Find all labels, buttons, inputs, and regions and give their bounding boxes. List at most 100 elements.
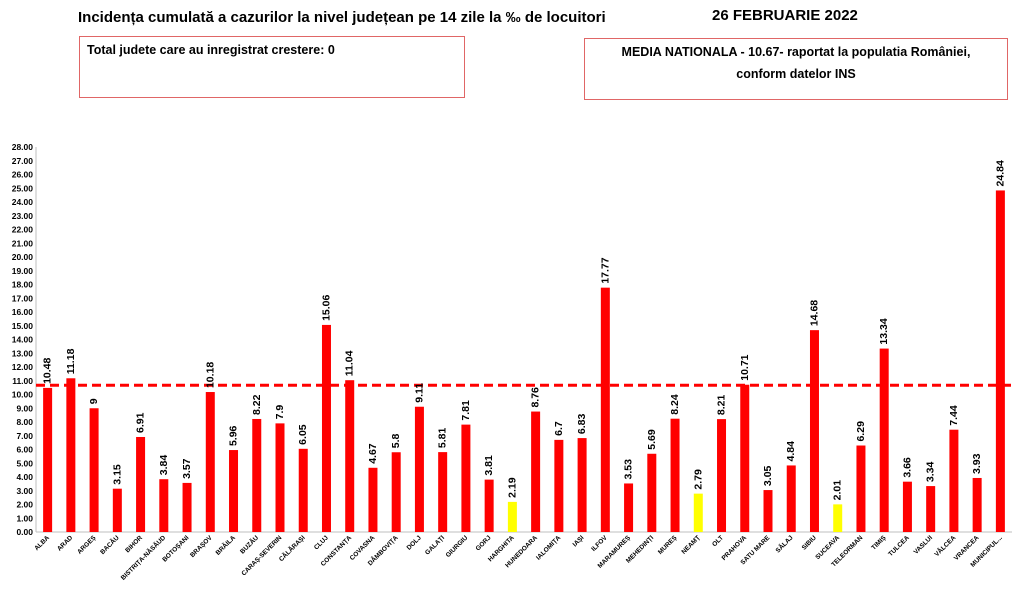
bar-value-label: 10.71 [739, 354, 751, 380]
bar-value-label: 15.06 [320, 294, 332, 320]
bar-value-label: 4.67 [367, 443, 379, 464]
bar-value-label: 8.21 [716, 395, 728, 416]
x-tick-label: GORJ [475, 534, 493, 552]
bar-value-label: 6.91 [135, 412, 147, 433]
x-tick-label: CLUJ [313, 534, 330, 551]
bar-value-label: 4.84 [785, 441, 797, 462]
y-tick-label: 10.00 [12, 390, 34, 400]
bar [670, 418, 680, 532]
y-tick-label: 11.00 [12, 376, 33, 386]
bars [43, 190, 1005, 532]
bar [740, 384, 750, 532]
bar [229, 450, 239, 532]
bar-value-label: 11.04 [344, 350, 356, 376]
bar [252, 418, 262, 532]
x-tick-label: IALOMIȚA [535, 534, 562, 561]
x-tick-label: BRĂILA [213, 533, 237, 557]
x-tick-label: TIMIȘ [870, 534, 888, 552]
x-tick-label: OLT [711, 534, 725, 548]
bar-value-label: 6.29 [855, 421, 867, 442]
bar-value-label: 7.81 [460, 400, 472, 421]
bar-value-label: 3.53 [623, 459, 635, 480]
y-tick-label: 5.00 [16, 458, 33, 468]
x-tick-label: CARAȘ-SEVERIN [240, 534, 283, 577]
bar [391, 452, 401, 532]
x-tick-label: ALBA [33, 534, 51, 552]
x-tick-label: BIHOR [124, 534, 144, 554]
y-tick-label: 22.00 [12, 225, 34, 235]
bar-value-label: 7.44 [948, 405, 960, 426]
report-date: 26 FEBRUARIE 2022 [712, 7, 858, 24]
y-tick-label: 23.00 [12, 211, 34, 221]
bar [531, 411, 541, 532]
bar-value-label: 5.69 [646, 429, 658, 450]
y-tick-label: 18.00 [12, 280, 34, 290]
bar [507, 501, 517, 532]
y-tick-label: 21.00 [12, 238, 34, 248]
bar [693, 493, 703, 532]
bar [833, 504, 843, 532]
y-tick-label: 25.00 [12, 183, 34, 193]
bar [995, 190, 1005, 532]
bar [647, 453, 657, 532]
y-tick-label: 28.00 [12, 142, 34, 152]
bar-value-label: 5.96 [228, 425, 240, 446]
bar [438, 452, 448, 532]
bar-value-label: 5.81 [437, 428, 449, 449]
bar-value-label: 3.84 [158, 455, 170, 476]
bar-value-label: 24.84 [994, 160, 1006, 186]
value-labels: 10.48 11.18 9 3.15 6.91 3.84 3.57 10.18 5.96 8.22… [42, 160, 1007, 500]
bar [205, 392, 215, 532]
bar-value-label: 8.76 [530, 387, 542, 408]
bar-value-label: 3.66 [901, 457, 913, 478]
national-average-line2: conform datelor INS [736, 67, 856, 81]
bar-value-label: 11.18 [65, 348, 77, 374]
bar [484, 479, 494, 532]
y-tick-label: 17.00 [12, 293, 34, 303]
y-tick-label: 24.00 [12, 197, 34, 207]
x-tick-label: BRAȘOV [189, 534, 214, 559]
x-tick-label: VÂLCEA [932, 533, 957, 558]
national-average-line1: MEDIA NATIONALA - 10.67- raportat la pop… [621, 45, 971, 59]
x-tick-label: MUREȘ [657, 534, 679, 556]
bar [159, 479, 169, 532]
x-tick-label: TULCEA [887, 534, 911, 558]
bar [902, 481, 912, 532]
increase-summary-box: Total judete care au inregistrat crester… [79, 36, 465, 98]
bar [89, 408, 99, 532]
bar-value-label: 10.18 [204, 362, 216, 388]
bar [554, 439, 564, 532]
bar-value-label: 13.34 [878, 318, 890, 344]
bar [321, 324, 331, 532]
y-axis: 0.00 1.00 2.00 3.00 4.00 5.00 6.00 7.00 8.00 9.00… [12, 142, 1012, 537]
y-tick-label: 27.00 [12, 156, 34, 166]
bar-value-label: 9.11 [413, 383, 425, 403]
bar-value-label: 3.34 [925, 461, 937, 482]
bar [577, 438, 587, 532]
y-tick-label: 20.00 [12, 252, 34, 262]
bar [972, 477, 982, 532]
chart-title: Incidența cumulată a cazurilor la nivel … [78, 9, 606, 26]
bar [112, 488, 122, 532]
bar-value-label: 3.05 [762, 465, 774, 486]
bar-value-label: 14.68 [808, 300, 820, 326]
bar-value-label: 8.24 [669, 394, 681, 415]
y-tick-label: 15.00 [12, 321, 34, 331]
bar [182, 482, 192, 532]
bar [345, 380, 355, 532]
bar-value-label: 3.15 [111, 464, 123, 485]
bar [275, 423, 285, 532]
x-tick-label: VASLUI [913, 534, 935, 556]
bar [461, 424, 471, 532]
x-tick-label: GIURGIU [445, 534, 470, 559]
x-tick-label: BUZĂU [238, 533, 261, 556]
y-tick-label: 3.00 [16, 486, 33, 496]
y-tick-label: 14.00 [12, 335, 34, 345]
bar-value-label: 6.05 [297, 424, 309, 445]
bar [879, 348, 889, 532]
bar-value-label: 10.48 [42, 357, 54, 383]
bar [763, 490, 773, 532]
national-average-box: MEDIA NATIONALA - 10.67- raportat la pop… [584, 38, 1008, 100]
x-tick-label: SIBIU [801, 534, 818, 551]
bar-value-label: 9 [88, 398, 100, 404]
